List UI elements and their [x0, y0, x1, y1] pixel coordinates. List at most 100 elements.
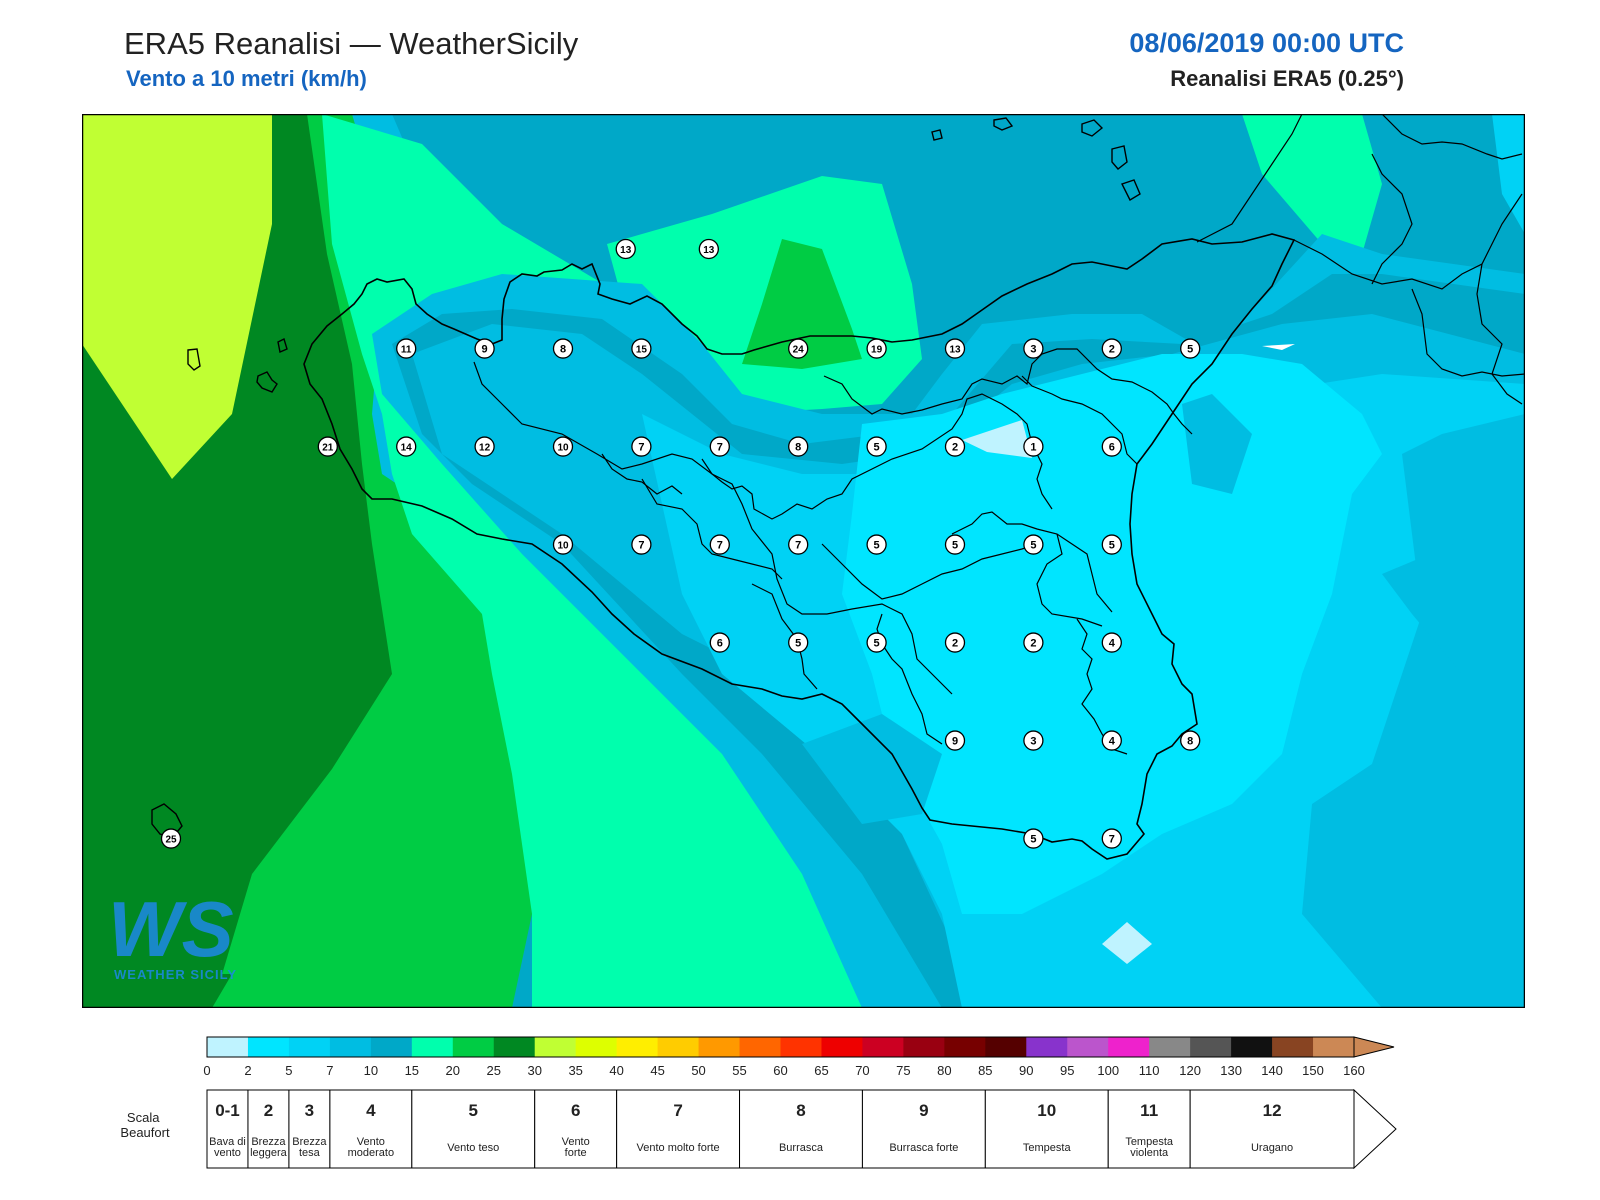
station-marker: 7	[788, 534, 809, 555]
station-marker: 7	[631, 534, 652, 555]
colorbar-tick-label: 70	[855, 1063, 869, 1078]
station-value: 4	[1109, 638, 1116, 650]
beaufort-level: 5 Vento teso	[411, 1089, 536, 1169]
beaufort-level: 9 Burrasca forte	[861, 1089, 986, 1169]
beaufort-name: Burrasca	[779, 1142, 824, 1154]
station-value: 12	[479, 443, 491, 454]
station-value: 8	[560, 344, 566, 356]
station-value: 21	[322, 443, 334, 454]
station-circle	[788, 632, 809, 653]
beaufort-name: Vento teso	[447, 1142, 499, 1154]
station-value: 7	[717, 540, 723, 552]
colorbar-tick-label: 0	[203, 1063, 210, 1078]
colorbar-swatch	[1231, 1037, 1273, 1057]
model-label: Reanalisi ERA5 (0.25°)	[1170, 66, 1404, 91]
station-circle	[709, 534, 730, 555]
station-marker: 7	[1101, 828, 1122, 849]
station-value: 7	[717, 442, 723, 454]
station-circle	[631, 436, 652, 457]
beaufort-box	[984, 1089, 1109, 1169]
beaufort-title-line-1: Scala	[127, 1110, 160, 1125]
beaufort-level: 0-1 Bava di vento	[206, 1089, 249, 1169]
beaufort-number: 2	[264, 1101, 273, 1120]
colorbar-swatch	[247, 1037, 290, 1057]
beaufort-level: 2 Brezza leggera	[247, 1089, 290, 1169]
colorbar-arrow	[1353, 1036, 1395, 1058]
colorbar-tick-label: 90	[1019, 1063, 1033, 1078]
station-marker: 13	[698, 238, 719, 260]
colorbar-tick-label: 160	[1343, 1063, 1365, 1078]
station-value: 10	[557, 443, 569, 454]
station-value: 5	[1030, 540, 1036, 552]
colorbar-swatch	[288, 1037, 331, 1057]
station-marker: 13	[944, 338, 966, 359]
beaufort-title-1: Scala Beaufort	[120, 1110, 170, 1140]
station-marker: 2	[944, 436, 966, 457]
colorbar-tick-label: 15	[405, 1063, 419, 1078]
station-value: 19	[871, 345, 883, 356]
beaufort-number: 9	[919, 1101, 928, 1120]
colorbar-swatch	[493, 1037, 536, 1057]
colorbar-swatch	[575, 1037, 618, 1057]
station-circle	[396, 338, 417, 359]
beaufort-scale: 0-1 Bava di vento 2 Brezza leggera 3 Brezza tesa…	[206, 1088, 1397, 1170]
colorbar-swatch	[1067, 1037, 1109, 1057]
station-circle	[552, 338, 574, 359]
beaufort-number: 0-1	[215, 1101, 240, 1120]
station-circle	[866, 436, 887, 457]
colorbar-swatch	[452, 1037, 495, 1057]
beaufort-number: 5	[469, 1101, 478, 1120]
station-value: 2	[952, 638, 958, 650]
station-circle	[944, 632, 966, 653]
station-circle	[866, 632, 887, 653]
station-marker: 8	[552, 338, 574, 359]
colorbar-swatch	[1026, 1037, 1068, 1057]
colorbar-swatch	[985, 1037, 1027, 1057]
beaufort-name: Brezza leggera	[250, 1136, 288, 1159]
station-circle	[709, 436, 730, 457]
station-marker: 9	[944, 730, 966, 751]
beaufort-box	[534, 1089, 618, 1169]
station-circle	[944, 338, 966, 359]
station-circle	[1023, 436, 1044, 457]
station-marker: 2	[1101, 338, 1122, 359]
colorbar-swatch	[862, 1037, 904, 1057]
beaufort-box	[739, 1089, 863, 1169]
station-circle	[615, 238, 636, 260]
beaufort-box	[206, 1089, 249, 1169]
station-value: 2	[1030, 638, 1036, 650]
station-marker: 7	[631, 436, 652, 457]
map-title: ERA5 Reanalisi — WeatherSicily	[124, 26, 579, 61]
wind-map: 13 13 11 9 8 15 24 19 13 3 2 5 21 14 12 10 7 7 8 5 2 1 6 10 7 7 7 5…	[82, 114, 1525, 1008]
station-circle	[866, 534, 887, 555]
colorbar-tick-label: 120	[1179, 1063, 1201, 1078]
beaufort-level: 6 Vento forte	[534, 1089, 618, 1169]
station-circle	[788, 534, 809, 555]
colorbar-swatch	[1313, 1037, 1355, 1057]
station-marker: 3	[1023, 338, 1044, 359]
beaufort-level: 11 Tempesta violenta	[1107, 1089, 1191, 1169]
station-marker: 13	[615, 238, 636, 260]
colorbar-swatch	[1108, 1037, 1150, 1057]
station-value: 5	[795, 638, 801, 650]
station-value: 8	[795, 442, 801, 454]
station-value: 5	[874, 540, 880, 552]
colorbar-tick-label: 10	[364, 1063, 378, 1078]
beaufort-name: Tempesta violenta	[1125, 1136, 1174, 1159]
station-value: 25	[165, 835, 177, 846]
beaufort-name: Burrasca forte	[889, 1142, 958, 1154]
beaufort-level: 7 Vento molto forte	[616, 1089, 741, 1169]
colorbar-swatch	[698, 1037, 741, 1057]
colorbar-swatch	[1149, 1037, 1191, 1057]
beaufort-box	[411, 1089, 536, 1169]
station-marker: 5	[866, 534, 887, 555]
station-marker: 9	[474, 338, 495, 359]
station-marker: 2	[1023, 632, 1044, 653]
station-marker: 25	[160, 828, 182, 849]
station-marker: 4	[1101, 632, 1122, 653]
station-value: 4	[1109, 736, 1116, 748]
station-marker: 8	[1180, 730, 1201, 751]
valid-datetime: 08/06/2019 00:00 UTC	[1129, 28, 1404, 58]
colorbar-swatch	[1190, 1037, 1232, 1057]
